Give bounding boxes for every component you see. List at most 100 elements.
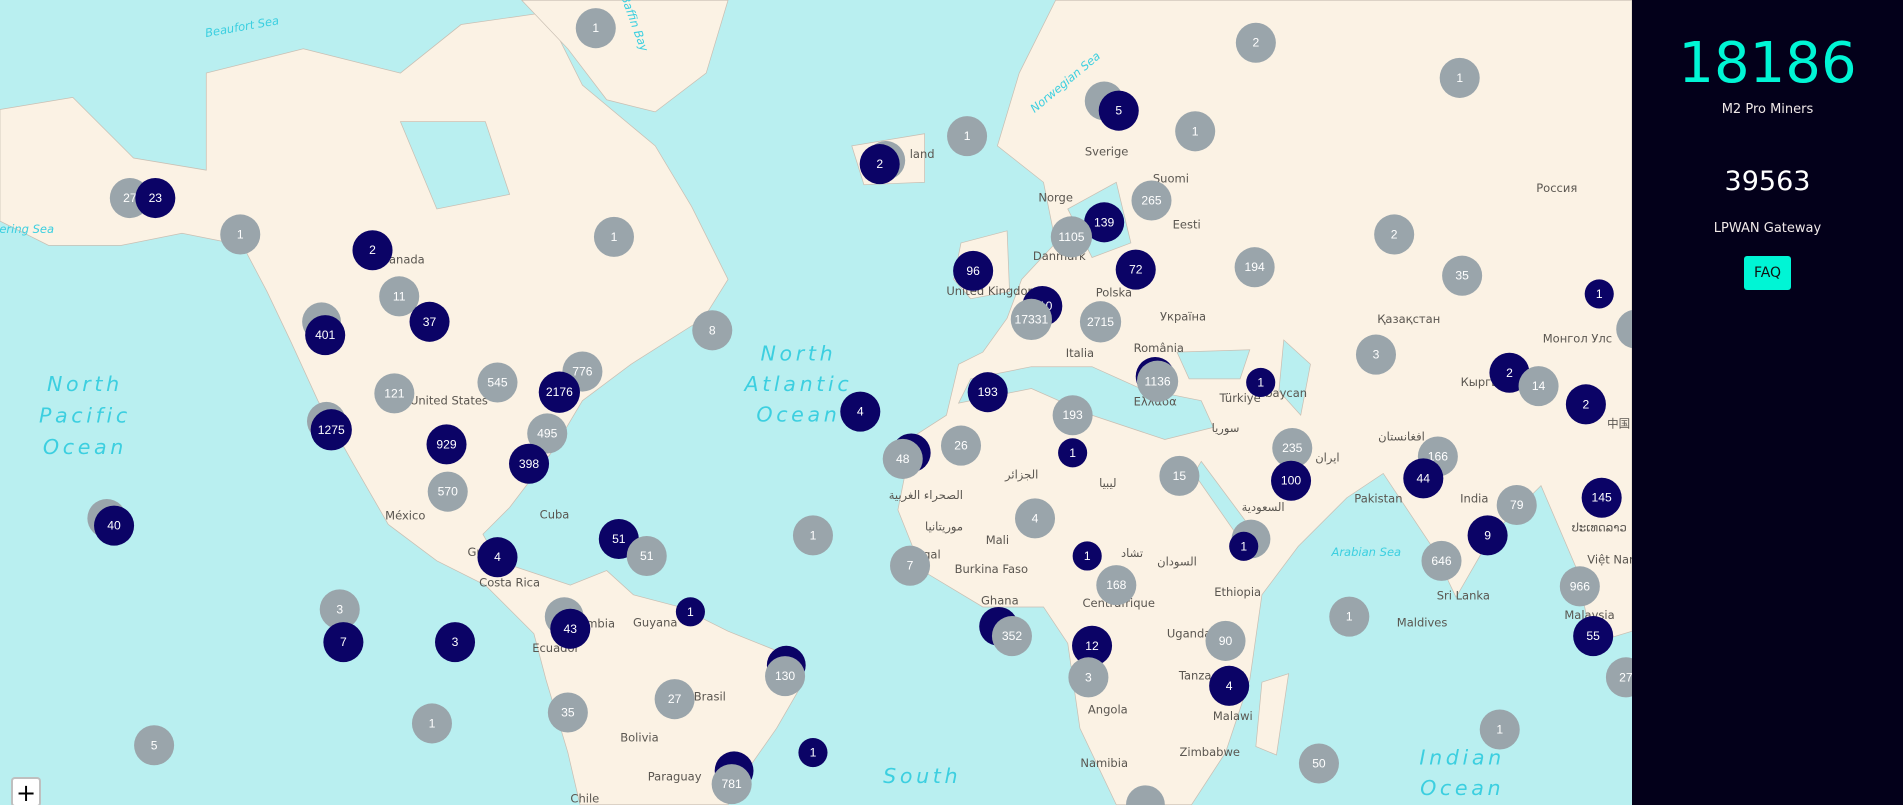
cluster-circle[interactable] — [765, 656, 806, 697]
cluster-circle[interactable] — [711, 764, 752, 805]
cluster-circle[interactable] — [1439, 57, 1480, 98]
cluster-circle[interactable] — [1421, 540, 1462, 581]
cluster-marker-miner[interactable]: 2176 — [538, 371, 580, 413]
cluster-circle[interactable] — [575, 8, 616, 49]
cluster-marker-gateway[interactable]: 27 — [654, 679, 695, 720]
cluster-circle[interactable] — [1096, 565, 1137, 606]
cluster-circle[interactable] — [477, 362, 518, 403]
cluster-circle[interactable] — [1072, 541, 1102, 571]
cluster-circle[interactable] — [890, 545, 931, 586]
cluster-marker-miner[interactable]: 193 — [967, 372, 1008, 413]
cluster-marker-gateway[interactable]: 79 — [1496, 485, 1537, 526]
cluster-circle[interactable] — [1235, 22, 1276, 63]
cluster-marker-miner[interactable]: 96 — [953, 250, 994, 291]
cluster-marker-gateway[interactable]: 2 — [1235, 22, 1276, 63]
cluster-marker-gateway[interactable]: 1 — [792, 515, 833, 556]
cluster-marker-miner[interactable]: 145 — [1581, 477, 1622, 518]
cluster-marker-gateway[interactable]: 193 — [1052, 395, 1093, 436]
cluster-circle[interactable] — [967, 372, 1008, 413]
cluster-circle[interactable] — [1010, 298, 1053, 341]
cluster-marker-gateway[interactable] — [1126, 785, 1165, 805]
cluster-marker-gateway[interactable]: 35 — [547, 692, 588, 733]
cluster-circle[interactable] — [135, 178, 176, 219]
cluster-marker-miner[interactable]: 398 — [509, 443, 550, 484]
cluster-circle[interactable] — [882, 438, 923, 479]
cluster-circle[interactable] — [1479, 709, 1520, 750]
cluster-marker-miner[interactable]: 43 — [550, 608, 591, 649]
cluster-circle[interactable] — [654, 679, 695, 720]
cluster-marker-miner[interactable]: 9 — [1467, 515, 1508, 556]
cluster-marker-gateway[interactable]: 646 — [1421, 540, 1462, 581]
cluster-circle[interactable] — [1403, 458, 1444, 499]
cluster-marker-miner[interactable]: 4 — [1209, 665, 1250, 706]
cluster-circle[interactable] — [1565, 384, 1606, 425]
cluster-marker-gateway[interactable]: 352 — [991, 616, 1032, 657]
cluster-marker-gateway[interactable]: 7 — [890, 545, 931, 586]
map-canvas[interactable]: North Pacific Ocean North Atlantic Ocean India… — [0, 0, 1632, 805]
cluster-marker-gateway[interactable]: 26 — [940, 425, 982, 466]
cluster-marker-gateway[interactable]: 1 — [411, 703, 452, 744]
cluster-circle[interactable] — [1229, 531, 1259, 561]
cluster-marker-miner[interactable]: 44 — [1403, 458, 1444, 499]
cluster-circle[interactable] — [953, 250, 994, 291]
cluster-marker-miner[interactable]: 2 — [1565, 384, 1606, 425]
cluster-circle[interactable] — [626, 535, 667, 577]
cluster-marker-miner[interactable]: 1 — [1072, 541, 1102, 571]
cluster-circle[interactable] — [374, 373, 415, 414]
cluster-circle[interactable] — [1355, 334, 1396, 375]
cluster-marker-miner[interactable]: 12 — [1072, 625, 1113, 666]
cluster-circle[interactable] — [94, 505, 135, 546]
cluster-circle[interactable] — [477, 537, 518, 578]
cluster-circle[interactable] — [538, 371, 580, 413]
cluster-marker-gateway[interactable]: 1 — [947, 116, 988, 157]
cluster-circle[interactable] — [323, 622, 364, 663]
cluster-marker-miner[interactable]: 4 — [840, 391, 881, 432]
cluster-marker-miner[interactable]: 40 — [94, 505, 135, 546]
cluster-circle[interactable] — [1098, 90, 1139, 131]
cluster-marker-miner[interactable]: 7 — [323, 622, 364, 663]
cluster-marker-gateway[interactable]: 1136 — [1136, 360, 1179, 402]
cluster-circle[interactable] — [840, 391, 881, 432]
cluster-marker-gateway[interactable]: 168 — [1096, 565, 1137, 606]
cluster-circle[interactable] — [1272, 427, 1313, 469]
cluster-marker-miner[interactable]: 72 — [1115, 249, 1156, 290]
cluster-circle[interactable] — [1084, 202, 1125, 243]
cluster-circle[interactable] — [1246, 367, 1276, 398]
cluster-marker-miner[interactable]: 1 — [1246, 367, 1276, 398]
cluster-circle[interactable] — [550, 608, 591, 649]
cluster-circle[interactable] — [1079, 301, 1122, 343]
cluster-marker-miner[interactable]: 3 — [434, 622, 476, 663]
cluster-circle[interactable] — [1559, 566, 1600, 607]
cluster-marker-gateway[interactable]: 265 — [1131, 180, 1172, 221]
cluster-circle[interactable] — [305, 315, 346, 356]
cluster-marker-miner[interactable]: 55 — [1573, 616, 1614, 657]
cluster-circle[interactable] — [1052, 395, 1093, 436]
cluster-marker-gateway[interactable]: 545 — [477, 362, 518, 403]
cluster-marker-gateway[interactable]: 3 — [1068, 657, 1109, 698]
zoom-in-button[interactable]: + — [11, 777, 41, 805]
faq-button[interactable]: FAQ — [1743, 256, 1792, 290]
cluster-circle[interactable] — [1605, 657, 1632, 698]
cluster-marker-gateway[interactable]: 194 — [1234, 247, 1275, 288]
cluster-circle[interactable] — [1115, 249, 1156, 290]
cluster-circle[interactable] — [692, 310, 733, 351]
cluster-circle[interactable] — [798, 738, 828, 768]
cluster-circle[interactable] — [1131, 180, 1172, 221]
cluster-circle[interactable] — [1159, 455, 1200, 496]
cluster-circle[interactable] — [426, 424, 467, 465]
cluster-circle[interactable] — [379, 276, 420, 317]
cluster-circle[interactable] — [1136, 360, 1179, 402]
cluster-marker-gateway[interactable]: 11 — [379, 276, 420, 317]
cluster-marker-gateway[interactable]: 14 — [1518, 366, 1559, 407]
cluster-circle[interactable] — [547, 692, 588, 733]
cluster-circle[interactable] — [991, 616, 1032, 657]
cluster-marker-miner[interactable]: 4 — [477, 537, 518, 578]
cluster-marker-miner[interactable]: 1 — [1584, 279, 1614, 309]
cluster-marker-gateway[interactable]: 2 — [1374, 214, 1415, 255]
cluster-circle[interactable] — [1329, 596, 1370, 637]
cluster-circle[interactable] — [1581, 477, 1622, 518]
cluster-circle[interactable] — [1014, 498, 1056, 539]
cluster-marker-gateway[interactable]: 781 — [711, 764, 752, 805]
cluster-marker-gateway[interactable]: 15 — [1159, 455, 1200, 496]
